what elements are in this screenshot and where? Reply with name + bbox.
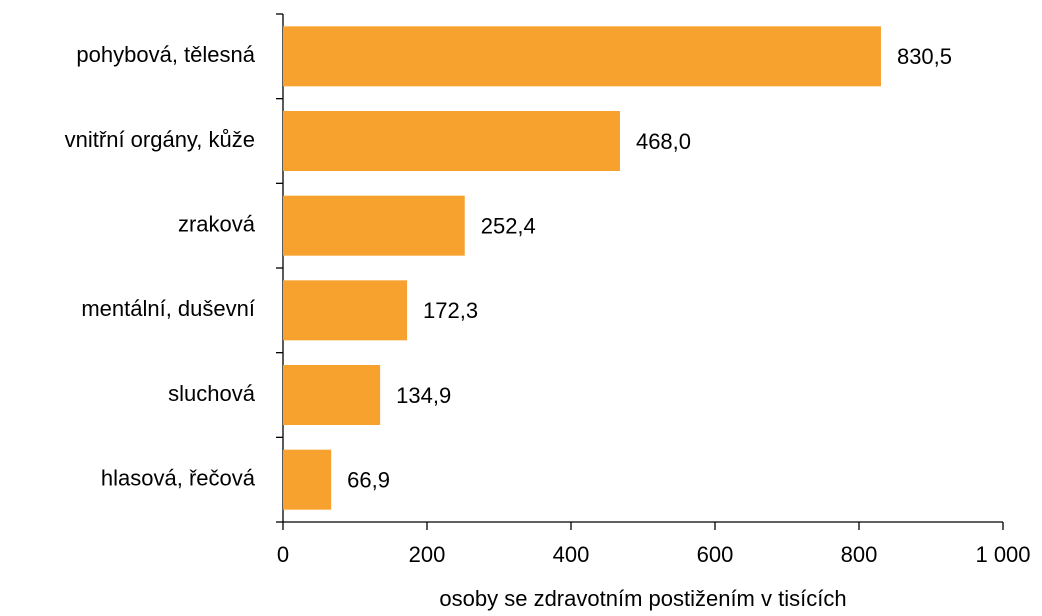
value-label: 468,0: [636, 129, 691, 154]
y-tick-label: hlasová, řečová: [101, 465, 256, 490]
y-tick-label: zraková: [178, 211, 256, 236]
x-tick-label: 200: [409, 542, 446, 567]
value-label: 172,3: [423, 298, 478, 323]
bar: [283, 111, 620, 171]
y-tick-label: mentální, duševní: [81, 296, 255, 321]
y-tick-label: sluchová: [168, 381, 256, 406]
bar: [283, 280, 408, 341]
x-tick-label: 800: [841, 542, 878, 567]
bar: [283, 26, 881, 87]
x-tick-label: 0: [277, 542, 289, 567]
x-tick-label: 600: [697, 542, 734, 567]
value-label: 66,9: [347, 467, 390, 492]
bar: [283, 365, 381, 425]
bar: [283, 195, 465, 256]
value-label: 252,4: [481, 213, 536, 238]
y-tick-label: vnitřní orgány, kůže: [65, 127, 255, 152]
bar: [283, 449, 332, 510]
x-axis-label: osoby se zdravotním postižením v tisícíc…: [439, 586, 846, 611]
x-tick-label: 1 000: [975, 542, 1030, 567]
x-tick-label: 400: [553, 542, 590, 567]
y-tick-label: pohybová, tělesná: [76, 42, 255, 67]
value-label: 134,9: [396, 383, 451, 408]
value-label: 830,5: [897, 44, 952, 69]
